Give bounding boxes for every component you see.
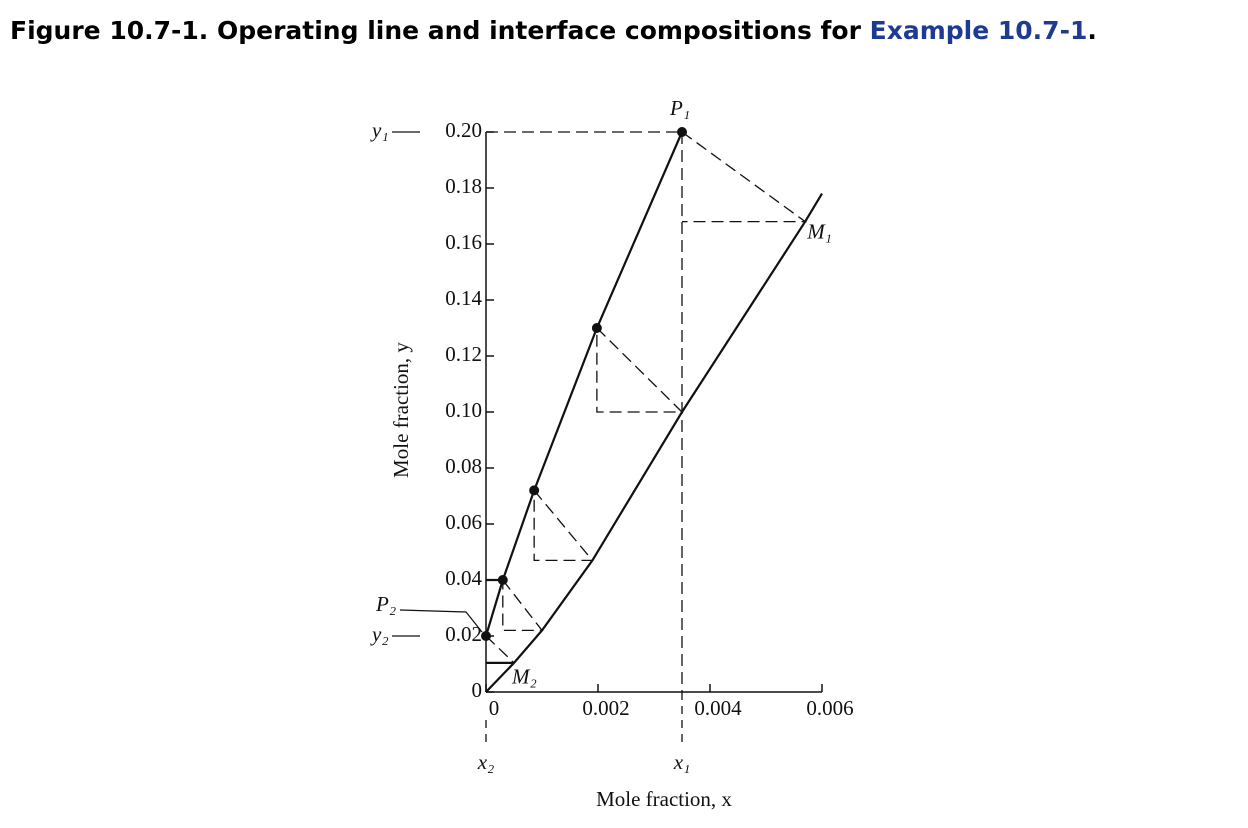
- x-tick-label: 0.006: [806, 696, 853, 720]
- figure-title: Figure 10.7-1. Operating line and interf…: [10, 16, 1097, 45]
- title-text: Figure 10.7-1. Operating line and interf…: [10, 16, 861, 45]
- y-tick-label: 0.06: [445, 510, 482, 534]
- construction-line: [485, 635, 515, 664]
- x-tick-label: 0.002: [582, 696, 629, 720]
- y-tick-label: 0.08: [445, 454, 482, 478]
- y-tick-label: 0.18: [445, 174, 482, 198]
- example-link[interactable]: Example 10.7-1: [869, 16, 1088, 45]
- annotation: P₂: [375, 592, 396, 616]
- construction-line: [681, 131, 808, 223]
- y-tick-label: 0: [472, 678, 483, 702]
- p2-pointer: [399, 609, 483, 633]
- construction-line: [533, 489, 594, 562]
- x-tick-label: 0: [489, 696, 500, 720]
- y-tick-label: 0.14: [445, 286, 482, 310]
- y-tick-label: 0.20: [445, 118, 482, 142]
- annotation: M₁: [806, 219, 832, 243]
- annotation: x₁: [673, 750, 691, 774]
- y-tick-label: 0.10: [445, 398, 482, 422]
- y-tick-label: 0.04: [445, 566, 482, 590]
- y-axis-label: Mole fraction, y: [389, 342, 413, 478]
- annotation: x₂: [477, 750, 495, 774]
- construction-line: [502, 579, 544, 632]
- data-line: [485, 193, 823, 693]
- construction-line: [596, 327, 684, 413]
- annotation: y₁: [370, 118, 389, 142]
- x-tick-label: 0.004: [694, 696, 742, 720]
- annotation: y₂: [370, 622, 389, 646]
- annotation: M₂: [511, 665, 537, 689]
- x-axis-label: Mole fraction, x: [596, 787, 732, 811]
- title-end: .: [1087, 16, 1097, 45]
- annotation: P₁: [669, 96, 690, 120]
- y-tick-label: 0.12: [445, 342, 482, 366]
- y-tick-label: 0.16: [445, 230, 482, 254]
- y-tick-label: 0.02: [445, 622, 482, 646]
